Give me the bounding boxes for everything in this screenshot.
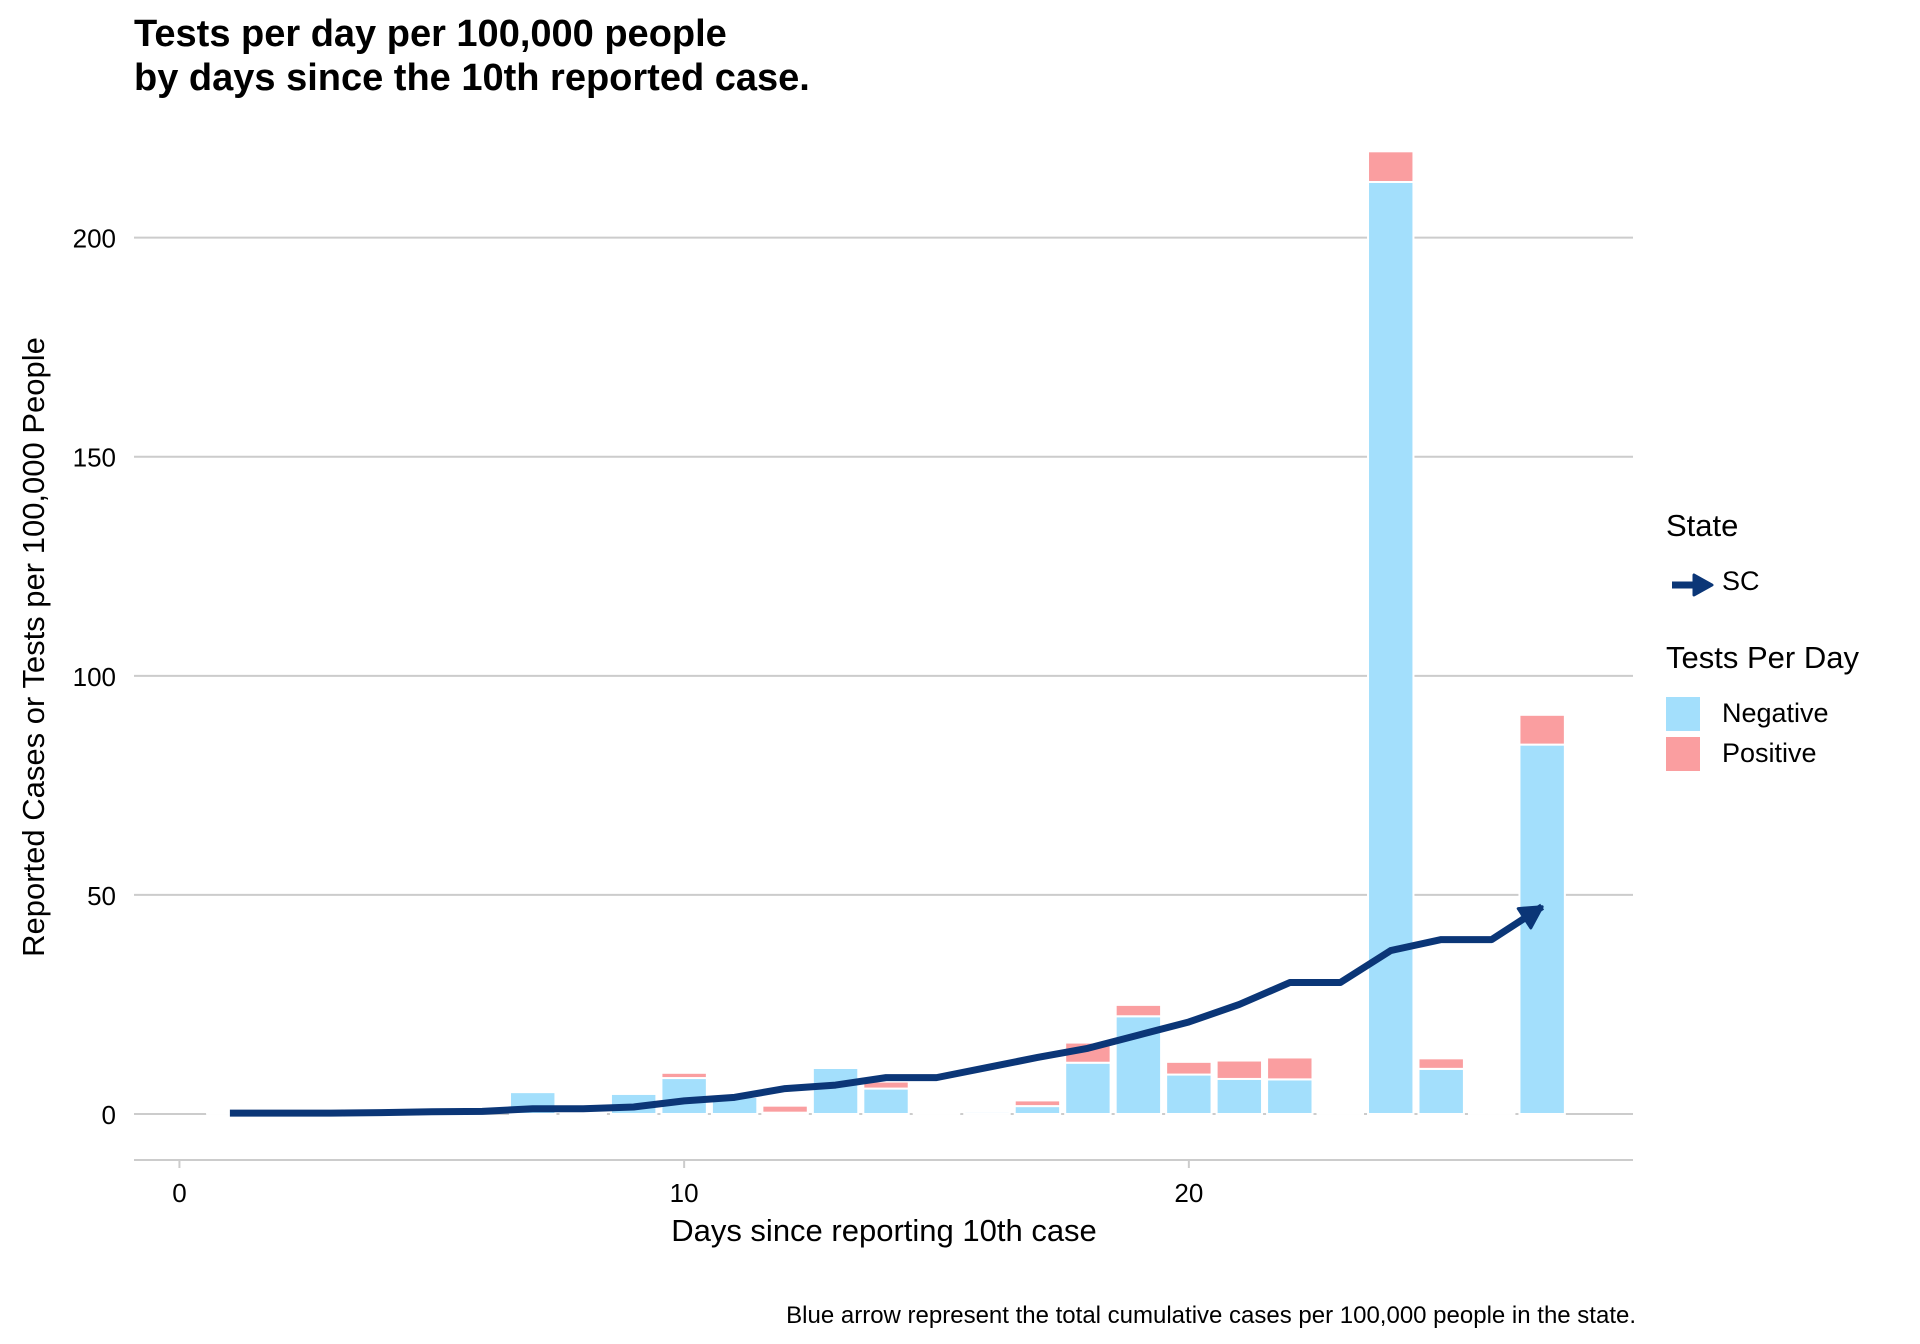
bar-negative-day-21 xyxy=(1215,1077,1264,1115)
cumulative-cases-line-sc xyxy=(229,903,1545,1117)
bar-positive-day-9 xyxy=(609,1091,658,1095)
legend-state-title: State xyxy=(1666,508,1739,543)
bar-positive-day-24 xyxy=(1367,150,1415,183)
bar-negative-day-17 xyxy=(1013,1105,1062,1115)
legend-positive-label: Positive xyxy=(1722,738,1817,768)
bar-positive-day-21 xyxy=(1215,1059,1264,1080)
bar-negative-day-25 xyxy=(1417,1067,1465,1115)
bar-positive-day-10 xyxy=(660,1071,708,1080)
x-axis-label: Days since reporting 10th case xyxy=(671,1213,1097,1248)
legend-state-label: SC xyxy=(1722,566,1760,596)
bar-layer xyxy=(206,150,1566,1115)
bar-positive-day-17 xyxy=(1013,1099,1062,1108)
bar-positive-day-27 xyxy=(1518,713,1566,746)
legend-negative-swatch xyxy=(1666,697,1700,731)
caption: Blue arrow represent the total cumulativ… xyxy=(786,1302,1636,1329)
bar-positive-day-22 xyxy=(1266,1056,1314,1081)
bar-negative-day-13 xyxy=(811,1066,860,1115)
y-tick-label-200: 200 xyxy=(73,224,116,254)
legend-positive-swatch xyxy=(1666,737,1700,771)
legend-keys xyxy=(1672,573,1714,597)
axes: 0 50 100 150 200 0 10 20 xyxy=(73,224,1633,1208)
x-tick-label-20: 20 xyxy=(1174,1178,1203,1208)
bar-negative-day-20 xyxy=(1165,1073,1213,1115)
bar-negative-day-10 xyxy=(660,1077,708,1115)
chart-title-line-2: by days since the 10th reported case. xyxy=(134,57,810,99)
x-tick-label-10: 10 xyxy=(670,1178,699,1208)
bar-negative-day-27 xyxy=(1518,743,1566,1115)
x-tick-label-0: 0 xyxy=(172,1178,186,1208)
bar-positive-day-13 xyxy=(811,1065,860,1069)
bar-negative-day-22 xyxy=(1266,1078,1314,1115)
chart-title-line-1: Tests per day per 100,000 people xyxy=(134,13,727,55)
bar-positive-day-20 xyxy=(1165,1060,1213,1076)
y-axis-label: Reported Cases or Tests per 100,000 Peop… xyxy=(16,337,51,957)
legend-negative-label: Negative xyxy=(1722,698,1829,728)
y-tick-label-150: 150 xyxy=(73,443,116,473)
line-layer xyxy=(229,903,1545,1117)
legend-tests-title: Tests Per Day xyxy=(1666,640,1859,675)
bar-negative-day-18 xyxy=(1064,1061,1112,1115)
bar-positive-day-7 xyxy=(509,1090,557,1094)
bar-positive-day-12 xyxy=(761,1104,809,1114)
legend-state-arrow-icon xyxy=(1692,573,1714,597)
bar-positive-day-14 xyxy=(862,1080,910,1090)
y-tick-label-100: 100 xyxy=(73,662,116,692)
chart-title: Tests per day per 100,000 people by days… xyxy=(134,12,810,100)
y-tick-label-50: 50 xyxy=(87,881,116,911)
bar-negative-day-24 xyxy=(1367,180,1415,1115)
cumulative-cases-arrowhead xyxy=(1516,905,1544,930)
bar-positive-day-25 xyxy=(1417,1057,1465,1070)
bar-negative-day-14 xyxy=(862,1087,910,1115)
bar-positive-day-19 xyxy=(1114,1003,1163,1018)
y-tick-label-0: 0 xyxy=(102,1100,116,1130)
